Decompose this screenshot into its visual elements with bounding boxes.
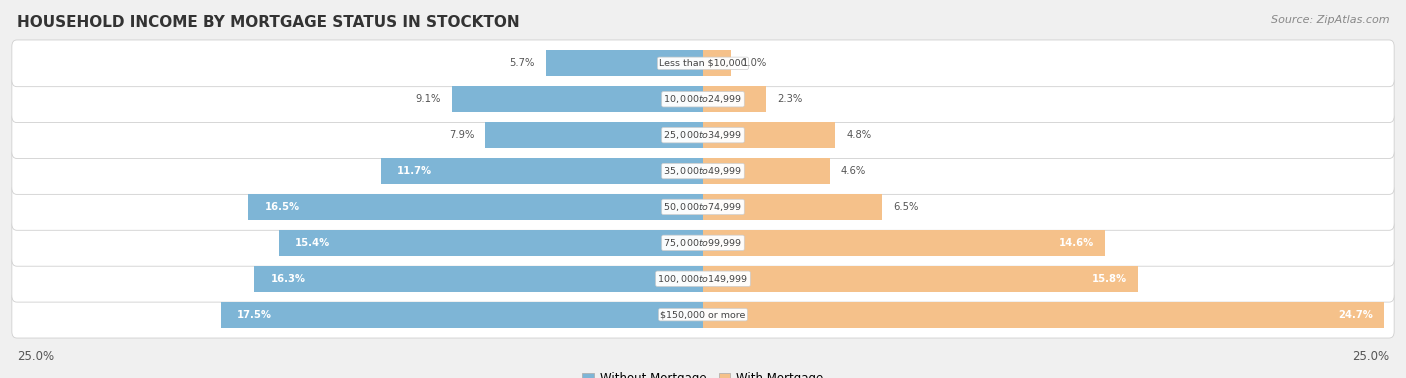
Text: 25.0%: 25.0%	[1353, 350, 1389, 363]
FancyBboxPatch shape	[11, 148, 1395, 194]
FancyBboxPatch shape	[11, 220, 1395, 266]
Bar	[546, 50, 703, 76]
Text: 25.0%: 25.0%	[17, 350, 53, 363]
Bar	[703, 86, 766, 112]
FancyBboxPatch shape	[11, 76, 1395, 122]
Bar	[703, 194, 882, 220]
FancyBboxPatch shape	[11, 40, 1395, 87]
Text: 5.7%: 5.7%	[509, 58, 534, 68]
Bar	[703, 50, 731, 76]
Bar	[703, 302, 1384, 328]
Text: 16.5%: 16.5%	[264, 202, 299, 212]
Text: $150,000 or more: $150,000 or more	[661, 310, 745, 319]
Bar	[703, 158, 830, 184]
FancyBboxPatch shape	[11, 291, 1395, 338]
Text: 4.6%: 4.6%	[841, 166, 866, 176]
Bar	[485, 122, 703, 148]
Text: HOUSEHOLD INCOME BY MORTGAGE STATUS IN STOCKTON: HOUSEHOLD INCOME BY MORTGAGE STATUS IN S…	[17, 15, 519, 30]
Text: $25,000 to $34,999: $25,000 to $34,999	[664, 129, 742, 141]
Bar	[249, 194, 703, 220]
Bar	[278, 230, 703, 256]
Text: 15.8%: 15.8%	[1092, 274, 1128, 284]
Bar	[254, 266, 703, 292]
Bar	[703, 122, 835, 148]
Text: 16.3%: 16.3%	[270, 274, 305, 284]
Text: $10,000 to $24,999: $10,000 to $24,999	[664, 93, 742, 105]
Text: 9.1%: 9.1%	[416, 94, 441, 104]
Bar	[381, 158, 703, 184]
Text: $50,000 to $74,999: $50,000 to $74,999	[664, 201, 742, 213]
Text: $35,000 to $49,999: $35,000 to $49,999	[664, 165, 742, 177]
Text: 1.0%: 1.0%	[741, 58, 766, 68]
Text: $75,000 to $99,999: $75,000 to $99,999	[664, 237, 742, 249]
FancyBboxPatch shape	[11, 112, 1395, 158]
Text: 7.9%: 7.9%	[449, 130, 474, 140]
Text: 17.5%: 17.5%	[238, 310, 273, 320]
Bar	[453, 86, 703, 112]
Text: 2.3%: 2.3%	[778, 94, 803, 104]
FancyBboxPatch shape	[11, 184, 1395, 230]
Text: 14.6%: 14.6%	[1059, 238, 1094, 248]
Text: Source: ZipAtlas.com: Source: ZipAtlas.com	[1271, 15, 1389, 25]
Text: $100,000 to $149,999: $100,000 to $149,999	[658, 273, 748, 285]
Text: 4.8%: 4.8%	[846, 130, 872, 140]
Text: Less than $10,000: Less than $10,000	[659, 59, 747, 68]
Bar	[703, 230, 1105, 256]
FancyBboxPatch shape	[11, 256, 1395, 302]
Bar	[703, 266, 1139, 292]
Text: 24.7%: 24.7%	[1337, 310, 1372, 320]
Text: 6.5%: 6.5%	[893, 202, 918, 212]
Bar	[221, 302, 703, 328]
Text: 15.4%: 15.4%	[295, 238, 330, 248]
Legend: Without Mortgage, With Mortgage: Without Mortgage, With Mortgage	[578, 367, 828, 378]
Text: 11.7%: 11.7%	[396, 166, 432, 176]
